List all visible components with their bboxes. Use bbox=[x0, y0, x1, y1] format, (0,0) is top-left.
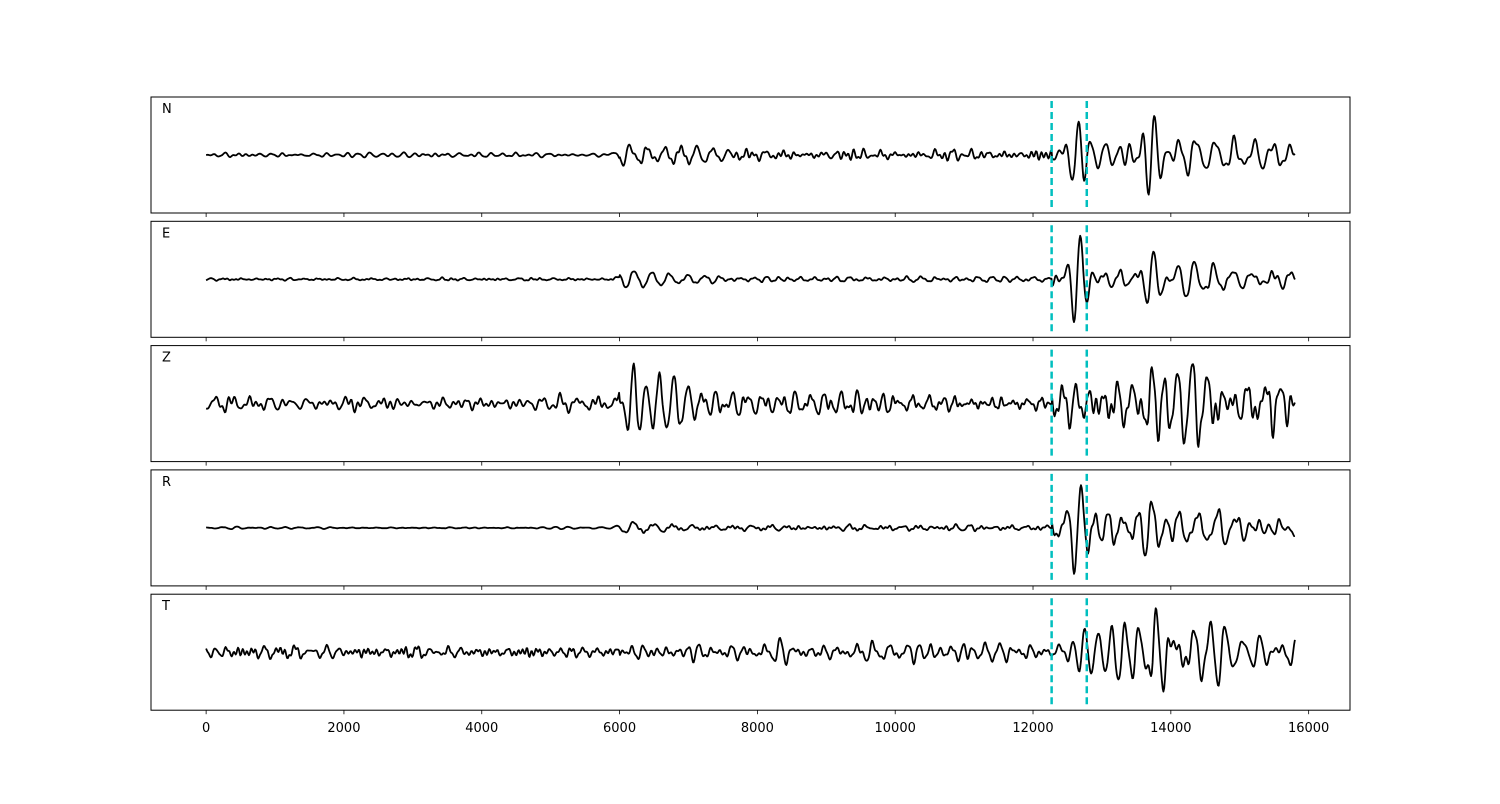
panel-label: E bbox=[162, 226, 170, 241]
x-tick-label: 14000 bbox=[1150, 721, 1191, 736]
panel-frame bbox=[150, 220, 1351, 338]
x-tick-label: 4000 bbox=[465, 721, 498, 736]
panel-frame bbox=[150, 96, 1351, 214]
panel-label: T bbox=[161, 599, 170, 614]
panel-frame bbox=[150, 469, 1351, 587]
panel-z: Z bbox=[150, 345, 1351, 466]
x-tick-label: 2000 bbox=[327, 721, 360, 736]
panel-n: N bbox=[150, 96, 1351, 217]
panel-frame bbox=[150, 345, 1351, 463]
panel-label: N bbox=[162, 102, 172, 117]
panel-frame bbox=[150, 593, 1351, 711]
panel-t: T bbox=[150, 593, 1351, 715]
x-tick-label: 0 bbox=[202, 721, 210, 736]
waveform-trace bbox=[205, 234, 1296, 323]
waveform-trace bbox=[205, 362, 1296, 448]
panel-e: E bbox=[150, 220, 1351, 342]
waveform-trace bbox=[205, 607, 1296, 693]
panel-r: R bbox=[150, 469, 1351, 590]
x-tick-label: 8000 bbox=[741, 721, 774, 736]
panel-label: R bbox=[162, 475, 171, 490]
x-tick-label: 16000 bbox=[1288, 721, 1329, 736]
panel-label: Z bbox=[162, 351, 171, 366]
x-tick-label: 10000 bbox=[875, 721, 916, 736]
waveform-trace bbox=[206, 484, 1296, 575]
x-tick-label: 6000 bbox=[603, 721, 636, 736]
waveform-trace bbox=[205, 115, 1296, 196]
x-tick-label: 12000 bbox=[1012, 721, 1053, 736]
